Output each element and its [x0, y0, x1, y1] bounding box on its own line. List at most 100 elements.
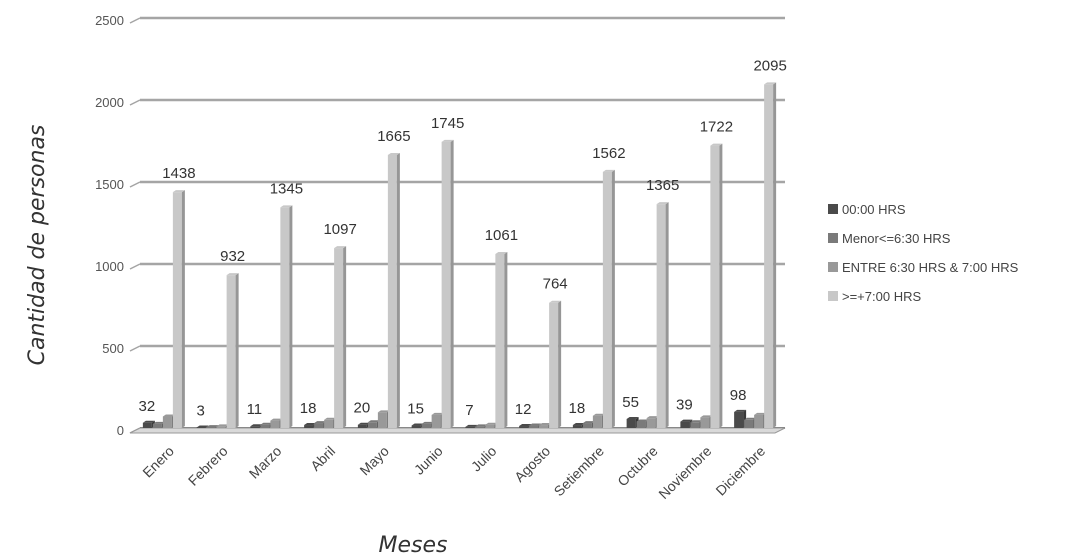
data-label: 20: [354, 400, 371, 417]
bar-top: [680, 419, 693, 422]
bars: [142, 82, 777, 429]
bar: [519, 426, 529, 428]
bar: [377, 412, 387, 428]
bar-top: [367, 420, 380, 423]
bar-side: [665, 202, 669, 428]
bar: [270, 420, 280, 428]
bar-top: [636, 419, 649, 422]
bar-top: [582, 421, 595, 424]
y-tick-label: 1500: [95, 177, 124, 192]
bar-top: [172, 190, 185, 193]
data-label: 2095: [753, 57, 786, 74]
y-tick-label: 0: [117, 423, 124, 438]
bar: [754, 414, 764, 428]
bar: [582, 423, 592, 428]
data-label: 7: [465, 402, 473, 419]
bar: [304, 425, 314, 428]
bar-top: [690, 420, 703, 423]
bar: [636, 421, 646, 428]
bar-side: [611, 169, 615, 428]
bar: [172, 192, 182, 428]
bar-top: [495, 251, 508, 254]
bar: [357, 424, 367, 428]
y-tick-label: 500: [102, 341, 124, 356]
data-label: 3: [196, 403, 204, 420]
bar: [196, 427, 206, 429]
bar-top: [270, 418, 283, 421]
bar-top: [646, 416, 659, 419]
legend-swatch: [828, 233, 838, 243]
bar-top: [260, 422, 273, 425]
bar: [226, 275, 236, 428]
bar-top: [441, 139, 454, 142]
bar: [592, 415, 602, 428]
bar-top: [324, 417, 337, 420]
x-tick-label: Noviembre: [655, 443, 714, 502]
x-axis-ticks: Enero Febrero Marzo Abril Mayo Junio Julio Agos…: [139, 443, 768, 502]
bar: [549, 302, 559, 428]
bar-top: [387, 152, 400, 155]
x-tick-label: Mayo: [356, 443, 392, 479]
bar: [431, 414, 441, 428]
bar: [764, 84, 774, 429]
bar-top: [196, 425, 209, 428]
bar: [314, 423, 324, 428]
bar: [475, 426, 485, 428]
bar: [656, 204, 666, 428]
bar: [367, 422, 377, 428]
x-tick-label: Febrero: [185, 443, 231, 489]
bar: [280, 207, 290, 428]
gridline-side: [129, 99, 141, 106]
data-label: 39: [676, 397, 693, 414]
bar-side: [343, 246, 347, 428]
bar: [495, 253, 505, 428]
bar: [602, 171, 612, 428]
bar: [700, 417, 710, 428]
bar-top: [475, 424, 488, 427]
bar: [539, 425, 549, 428]
bar-side: [450, 139, 454, 428]
bar: [387, 154, 397, 428]
bar-top: [734, 409, 747, 412]
chart-floor: [129, 427, 786, 434]
bar: [216, 426, 226, 428]
bar: [710, 145, 720, 429]
bar-top: [710, 143, 723, 146]
bar-top: [377, 410, 390, 413]
bar: [690, 422, 700, 428]
x-tick-label: Abril: [307, 443, 338, 474]
bar: [162, 416, 172, 428]
bar: [206, 427, 216, 428]
data-label: 1345: [270, 180, 303, 197]
bar-top: [250, 424, 263, 427]
bar-side: [504, 251, 508, 428]
bar-top: [280, 205, 293, 208]
bar-side: [181, 190, 185, 428]
bar: [334, 248, 344, 428]
x-tick-label: Setiembre: [551, 443, 608, 500]
bar: [421, 423, 431, 428]
x-tick-label: Octubre: [614, 443, 661, 490]
data-label: 1745: [431, 115, 464, 132]
bar-top: [431, 412, 444, 415]
bar-top: [152, 421, 165, 424]
data-label: 764: [543, 276, 568, 293]
data-labels: 32 1438 3 932 11 1345 18 1097 20 1665 15 1745 7 1061 1…: [139, 57, 787, 419]
bar: [142, 422, 152, 428]
bar-top: [754, 412, 767, 415]
legend-label: 00:00 HRS: [842, 202, 906, 217]
data-label: 1665: [377, 128, 410, 145]
y-tick-label: 1000: [95, 259, 124, 274]
data-label: 1365: [646, 177, 679, 194]
bar-top: [744, 417, 757, 420]
y-tick-label: 2500: [95, 13, 124, 28]
legend-swatch: [828, 291, 838, 301]
bar: [324, 419, 334, 428]
gridlines: [129, 16, 786, 434]
x-tick-label: Julio: [468, 443, 500, 475]
x-tick-label: Diciembre: [712, 443, 768, 499]
bar-top: [700, 415, 713, 418]
bar: [626, 418, 636, 428]
data-label: 11: [247, 401, 263, 418]
